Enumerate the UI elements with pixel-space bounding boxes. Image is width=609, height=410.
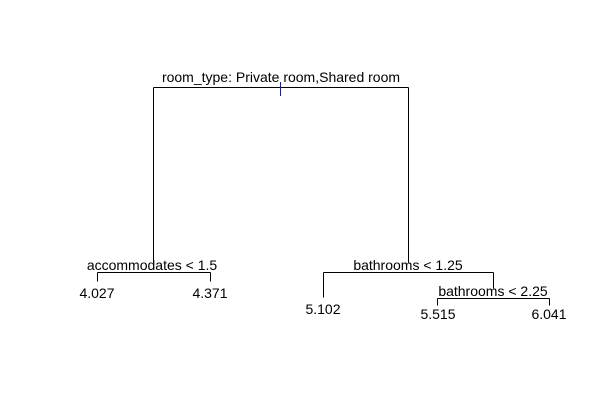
left-branch — [97, 272, 211, 282]
leaf-value: 5.102 — [305, 301, 340, 317]
leaf-value: 5.515 — [420, 306, 455, 322]
leaf-value: 4.371 — [192, 285, 227, 301]
leaf-value: 6.041 — [531, 306, 566, 322]
right-branch — [323, 272, 494, 298]
left-split-label: accommodates < 1.5 — [87, 257, 218, 273]
leaf-value: 4.027 — [79, 285, 114, 301]
right-right-branch — [437, 298, 550, 306]
right-right-split-label: bathrooms < 2.25 — [438, 283, 548, 299]
root-split-label: room_type: Private room,Shared room — [162, 69, 400, 85]
root-branch — [153, 82, 409, 263]
right-split-label: bathrooms < 1.25 — [353, 257, 463, 273]
